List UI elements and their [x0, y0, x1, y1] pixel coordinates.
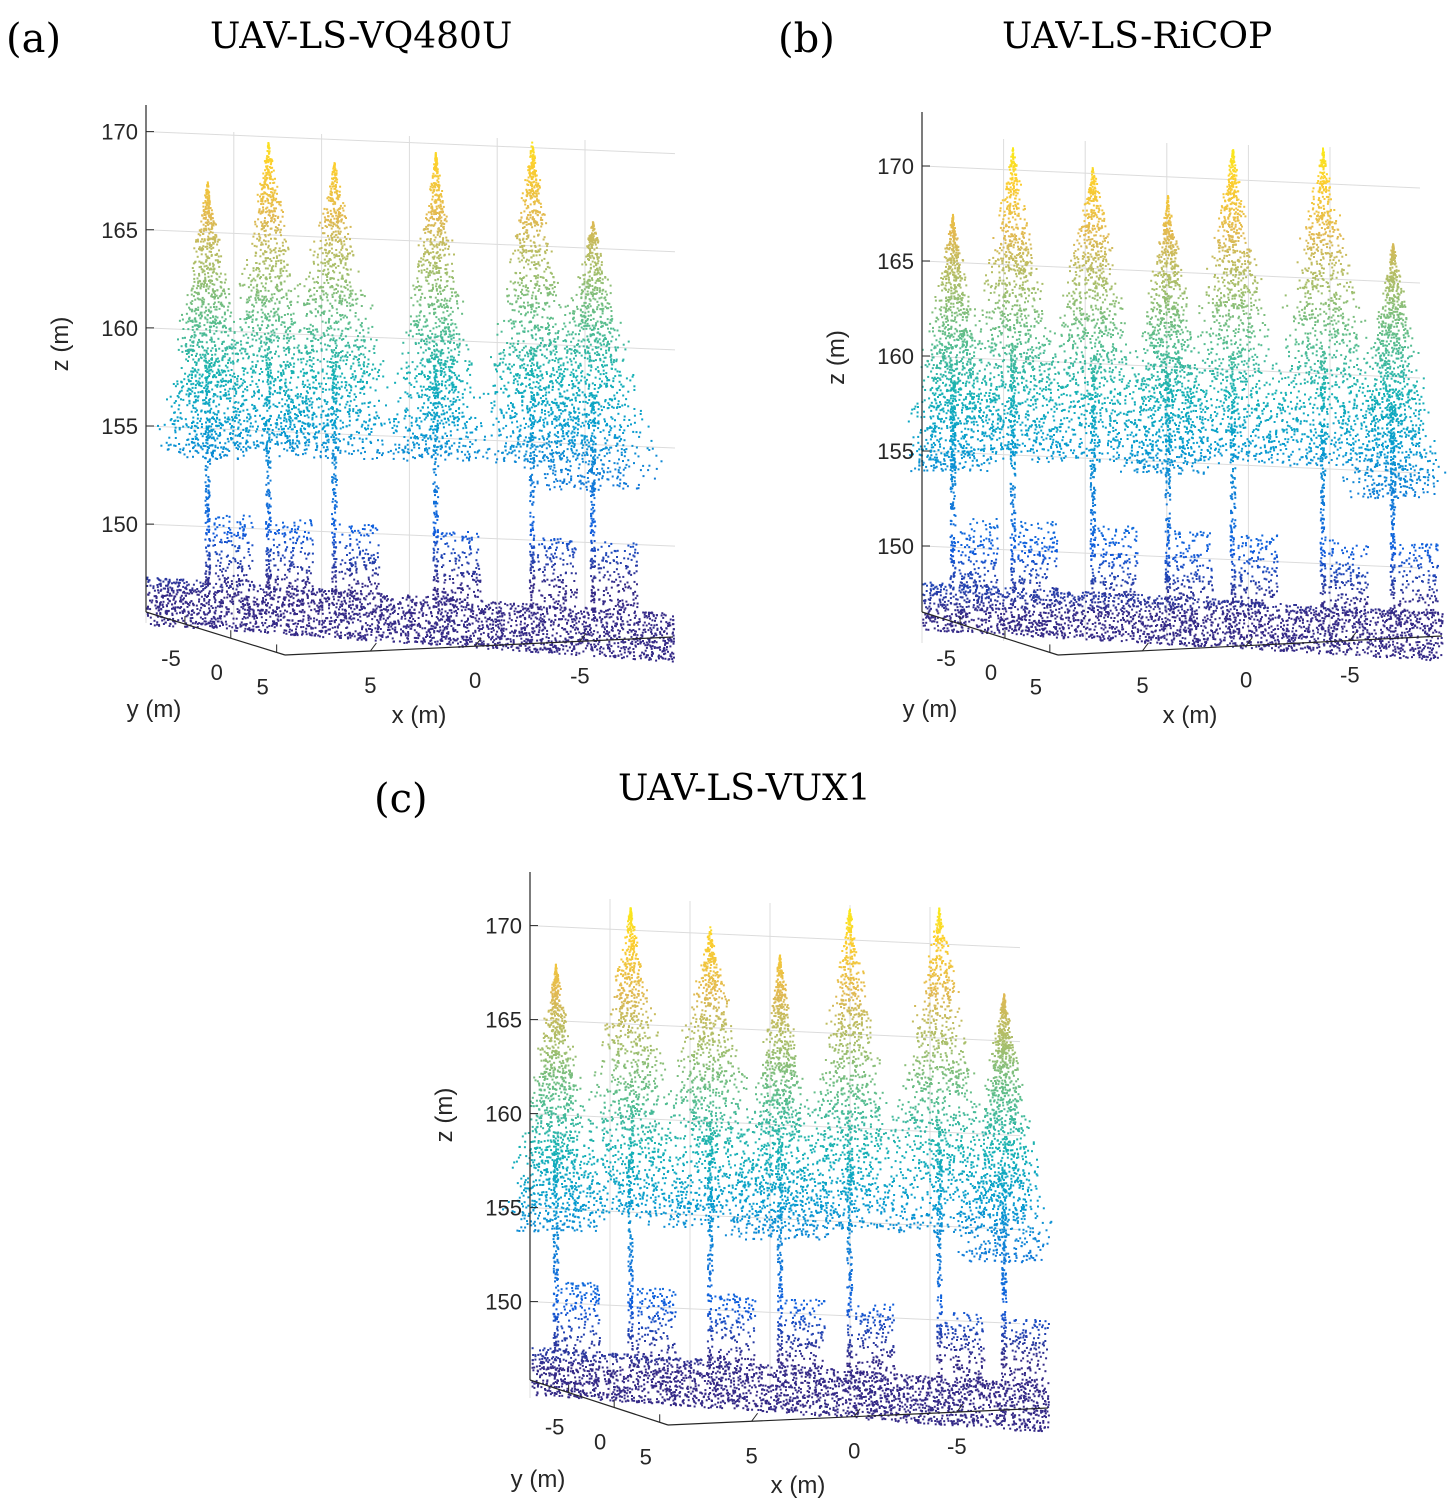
x-tick-mark: [474, 637, 482, 647]
y-tick-label: 5: [257, 674, 269, 699]
x-axis-label: x (m): [771, 1472, 826, 1499]
y-tick-label: -5: [161, 646, 181, 671]
z-tick-label: 165: [101, 218, 138, 243]
x-ticks: 5 0 -5: [745, 1403, 967, 1468]
x-tick-mark: [579, 633, 587, 642]
axes: [145, 105, 674, 656]
x-tick-mark: [369, 642, 377, 652]
panel-a: (a) UAV-LS-VQ480U 150 155 160 165 170 -5 0 5 5 0-…: [0, 0, 700, 740]
z-ticks: 150 155 160 165 170: [101, 120, 154, 537]
x-tick-mark: [751, 1412, 759, 1422]
z-tick-label: 155: [485, 1196, 522, 1221]
x-tick-mark: [853, 1408, 861, 1417]
y-axis-label: y (m): [903, 696, 958, 723]
panel-title-a: UAV-LS-VQ480U: [210, 16, 512, 57]
x-tick-label: 0: [469, 668, 481, 693]
x-tick-mark: [956, 1403, 964, 1413]
y-tick-label: -5: [936, 646, 956, 671]
z-tick-label: 155: [101, 414, 138, 439]
z-tick-label: 150: [101, 512, 138, 537]
z-tick-label: 150: [877, 534, 914, 559]
point-cloud: [907, 147, 1447, 662]
y-tick-label: -5: [545, 1415, 565, 1440]
z-ticks: 150 155 160 165 170: [485, 914, 538, 1315]
x-tick-label: 0: [1240, 668, 1252, 693]
z-tick-label: 165: [485, 1008, 522, 1033]
x-ticks: 5 0 -5: [364, 633, 590, 698]
x-axis-label: x (m): [392, 702, 447, 729]
x-tick-label: -5: [570, 663, 590, 688]
chart-a: 150 155 160 165 170 -5 0 5 5 0 -5 z (m) y (m) x (m): [47, 105, 676, 729]
chart-c: 150 155 160 165 170 -5 0 5 5 0 -5 z (m) y (m) x (m): [431, 872, 1053, 1499]
x-ticks: 5 0 -5: [1136, 632, 1360, 698]
panel-label-b: (b): [778, 16, 835, 62]
x-axis-label: x (m): [1163, 702, 1218, 729]
panel-c: (c) UAV-LS-VUX1 150 155 160 165 170 -5 0 5 5 0 -5 z…: [370, 760, 1070, 1505]
y-tick-label: 0: [211, 660, 223, 685]
y-axis-label: y (m): [511, 1466, 566, 1493]
x-tick-label: -5: [1340, 663, 1360, 688]
point-cloud: [146, 141, 675, 663]
y-axis-label: y (m): [127, 696, 182, 723]
x-tick-label: 5: [745, 1443, 757, 1468]
panel-title-b: UAV-LS-RiCOP: [1002, 16, 1272, 57]
x-tick-label: 5: [364, 673, 376, 698]
z-tick-label: 160: [485, 1102, 522, 1127]
z-tick-label: 160: [101, 316, 138, 341]
point-cloud: [502, 907, 1053, 1433]
y-tick-label: 0: [985, 660, 997, 685]
y-ticks: -5 0 5: [545, 1384, 661, 1469]
z-ticks: 150 155 160 165 170: [877, 154, 930, 559]
x-tick-label: 5: [1136, 673, 1148, 698]
z-tick-label: 160: [877, 344, 914, 369]
x-tick-label: 0: [848, 1439, 860, 1464]
z-tick-label: 150: [485, 1290, 522, 1315]
z-tick-label: 165: [877, 249, 914, 274]
y-tick-label: 5: [1030, 674, 1042, 699]
y-tick-label: 0: [594, 1429, 606, 1454]
z-tick-label: 170: [485, 914, 522, 939]
x-tick-mark: [1142, 642, 1149, 652]
panel-label-a: (a): [6, 16, 61, 62]
panel-label-c: (c): [374, 776, 428, 822]
z-tick-label: 170: [877, 154, 914, 179]
chart-b: 150 155 160 165 170 -5 0 5 5 0 -5 z (m) y (m) x (m): [823, 112, 1447, 729]
x-tick-mark: [1245, 637, 1253, 646]
z-tick-label: 170: [101, 120, 138, 145]
z-tick-label: 155: [877, 439, 914, 464]
panel-b: (b) UAV-LS-RiCOP 150 155 160 165 170 -5 0 5 5 0 -5…: [770, 0, 1453, 740]
y-ticks: -5 0 5: [936, 616, 1051, 699]
z-axis-label: z (m): [823, 330, 850, 385]
panel-title-c: UAV-LS-VUX1: [618, 768, 871, 809]
x-tick-mark: [1349, 632, 1357, 641]
y-ticks: -5 0 5: [161, 616, 278, 699]
axes: [921, 112, 1443, 656]
z-axis-label: z (m): [431, 1088, 458, 1143]
x-tick-label: -5: [947, 1434, 967, 1459]
y-tick-label: 5: [640, 1444, 652, 1469]
z-axis-label: z (m): [47, 317, 74, 372]
axes: [529, 872, 1049, 1426]
